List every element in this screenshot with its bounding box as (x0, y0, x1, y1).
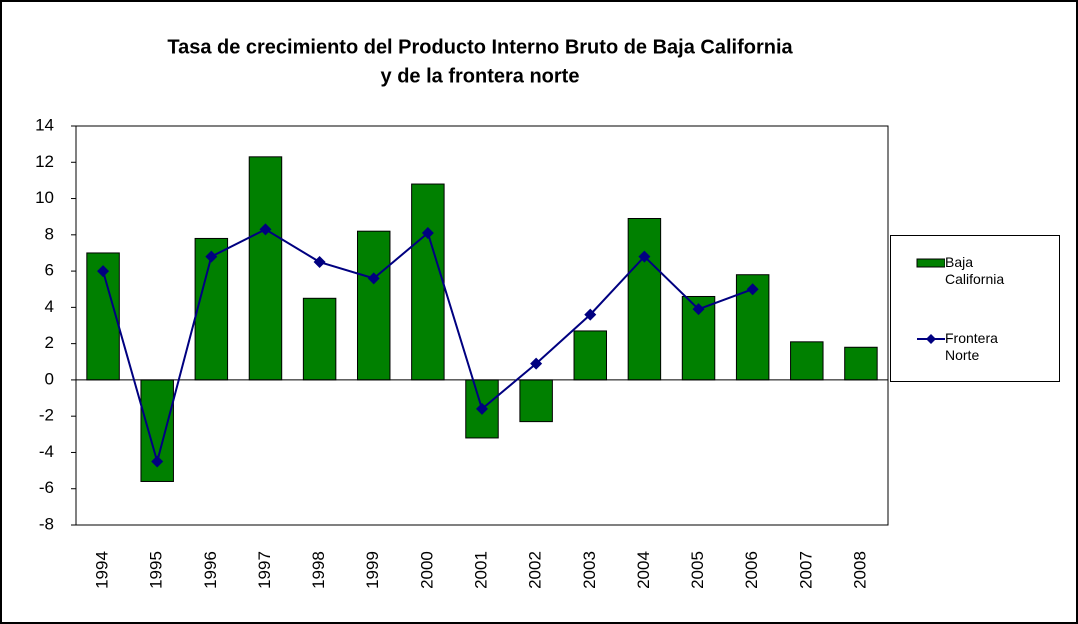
legend-marker (926, 334, 936, 344)
x-tick-label: 1997 (255, 551, 274, 589)
x-tick-label: 2002 (526, 551, 545, 589)
legend-item: Baja California (895, 254, 1035, 288)
bar (573, 330, 608, 381)
legend: Baja California Frontera Norte (890, 235, 1060, 382)
x-tick-label: 2006 (742, 551, 761, 589)
legend-key (917, 334, 945, 344)
bar (790, 341, 824, 381)
marker (259, 223, 272, 236)
bar (519, 379, 553, 423)
marker (205, 250, 218, 263)
y-tick-label: -8 (39, 514, 54, 533)
x-tick-label: 2005 (688, 551, 707, 589)
bar (302, 297, 337, 381)
chart-title: Tasa de crecimiento del Producto Interno… (167, 36, 793, 58)
marker (638, 250, 651, 263)
x-tick-label: 2008 (850, 551, 869, 589)
bar (844, 346, 878, 381)
y-tick-label: -2 (39, 406, 54, 425)
y-tick-label: 6 (45, 261, 54, 280)
x-tick-label: 1998 (309, 551, 328, 589)
y-tick-label: 12 (35, 152, 54, 171)
marker (476, 402, 488, 415)
x-tick-label: 2003 (580, 551, 599, 589)
marker (367, 272, 380, 285)
y-tick-label: -4 (39, 442, 54, 461)
marker (151, 455, 164, 468)
y-tick-label: 0 (45, 369, 54, 388)
bar (681, 295, 716, 381)
bar (411, 183, 445, 381)
y-tick-label: 2 (45, 333, 54, 352)
legend-label: Frontera Norte (945, 330, 998, 363)
x-tick-label: 2004 (634, 551, 653, 589)
marker (584, 308, 597, 321)
bar (248, 156, 283, 381)
x-tick-label: 2000 (417, 551, 436, 589)
y-tick-label: 8 (45, 224, 54, 243)
legend-label: Baja California (945, 254, 1005, 287)
x-tick-label: 1995 (147, 551, 166, 589)
marker (97, 265, 110, 278)
legend-item: Frontera Norte (895, 330, 1035, 364)
marker (530, 357, 543, 370)
marker (421, 227, 434, 240)
legend-swatch (916, 258, 945, 268)
x-tick-label: 1996 (201, 551, 220, 589)
marker (692, 303, 705, 316)
y-tick-label: 4 (45, 297, 54, 316)
y-tick-label: 10 (35, 188, 54, 207)
legend-key (916, 258, 945, 268)
y-tick-label: -6 (39, 478, 54, 497)
marker (746, 283, 759, 296)
bar (627, 217, 662, 381)
bar (356, 230, 391, 381)
chart-title: y de la frontera norte (381, 65, 580, 87)
x-tick-label: 1999 (363, 551, 382, 589)
x-tick-label: 2007 (796, 551, 815, 589)
marker (313, 256, 326, 269)
y-tick-label: 14 (35, 115, 54, 134)
x-tick-label: 1994 (93, 551, 112, 589)
x-tick-label: 2001 (471, 551, 490, 589)
